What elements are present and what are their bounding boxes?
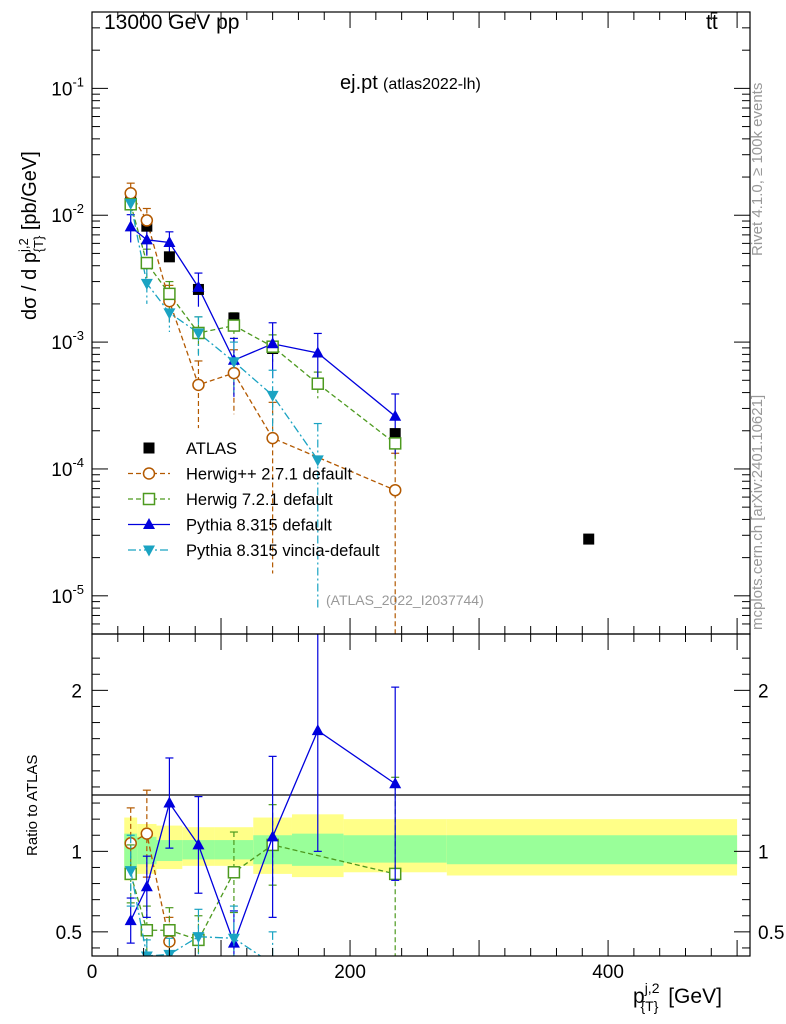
series-1-point xyxy=(192,378,205,392)
ratio-series-group xyxy=(124,634,402,971)
x-tick-label: 200 xyxy=(334,962,366,983)
band-inner-segment xyxy=(446,835,738,865)
series-1-point xyxy=(140,214,154,227)
series-2-point xyxy=(163,287,176,301)
final-state-label: tt̄ xyxy=(706,11,718,34)
legend-label: Herwig 7.2.1 default xyxy=(186,491,333,509)
series-1-point xyxy=(388,483,402,497)
ratio-ytick-label-left: 2 xyxy=(71,681,82,702)
ratio-series-0-point xyxy=(140,827,154,840)
ratio-ytick-label-right: 1 xyxy=(758,842,769,863)
series-2-point xyxy=(388,437,402,450)
series-1-point xyxy=(266,431,279,445)
ratio-series-3-point xyxy=(140,951,153,956)
main-ylabel: dσ / d pj,2{T} [pb/GeV] xyxy=(16,151,46,320)
ratio-series-3-point xyxy=(124,866,137,878)
ratio-series-2-point xyxy=(266,830,279,842)
main-ytick-label: 10-1 xyxy=(51,74,84,100)
ratio-series-3-point xyxy=(267,960,279,971)
legend-marker xyxy=(143,442,155,454)
ratio-ytick-label-left: 0.5 xyxy=(56,923,82,944)
ratio-series-2-point xyxy=(124,914,137,926)
chart-subtitle: (atlas2022-lh) xyxy=(383,76,481,93)
legend-label: Pythia 8.315 vincia-default xyxy=(186,542,380,560)
series-1-point xyxy=(227,366,241,380)
series-3-point xyxy=(124,220,137,232)
series-4-point xyxy=(163,308,176,320)
band-inner-segment xyxy=(156,840,183,862)
analysis-label: (ATLAS_2022_I2037744) xyxy=(326,592,484,608)
series-3-point xyxy=(266,337,279,349)
series-2-point xyxy=(311,377,325,390)
legend: ATLAS Herwig++ 2.7.1 default Herwig 7.2.1 … xyxy=(128,440,380,560)
legend-marker xyxy=(143,545,155,557)
ratio-ytick-label-right: 2 xyxy=(758,681,769,702)
ratio-series-1-point xyxy=(163,923,176,937)
series-3-point xyxy=(163,235,176,247)
legend-label: Herwig++ 2.7.1 default xyxy=(186,466,352,484)
ratio-series-3-line xyxy=(130,870,262,956)
series-2-point xyxy=(227,319,241,332)
ratio-series-1-point xyxy=(227,866,241,879)
series-1-point xyxy=(124,187,137,200)
ratio-series-3-point xyxy=(192,932,205,944)
axis-ticks: 10-1 10-2 10-3 10-4 10-5 0 200 400 0.5 0.5 1 1 2 2 xyxy=(51,11,784,983)
main-ytick-label: 10-5 xyxy=(51,582,84,608)
series-4-point xyxy=(124,198,137,210)
legend-label: Pythia 8.315 default xyxy=(186,517,332,535)
series-0-point xyxy=(583,533,595,545)
series-4-point xyxy=(311,455,324,467)
legend-marker xyxy=(143,518,155,529)
ratio-series-2-point xyxy=(192,838,205,850)
rivet-version-label: Rivet 4.1.0, ≥ 100k events xyxy=(749,83,766,256)
legend-marker xyxy=(142,492,156,506)
x-tick-label: 0 xyxy=(87,962,98,983)
chart-title: ej.pt xyxy=(340,72,378,94)
series-3-point xyxy=(389,409,402,421)
ratio-ytick-label-left: 1 xyxy=(71,842,82,863)
ratio-ytick-label-right: 0.5 xyxy=(758,923,784,944)
process-label: 13000 GeV pp xyxy=(104,11,239,34)
series-0-point xyxy=(228,312,240,324)
legend-marker xyxy=(142,467,156,480)
ratio-series-2-point xyxy=(163,796,176,808)
ratio-series-2-line xyxy=(130,729,396,946)
series-4-point xyxy=(192,328,205,340)
series-4-point xyxy=(227,357,240,369)
series-0-point xyxy=(389,428,401,440)
ratio-series-2-point xyxy=(389,777,402,789)
series-3-point xyxy=(311,346,324,358)
series-3-point xyxy=(140,233,153,245)
series-0-point xyxy=(163,251,175,263)
main-frame xyxy=(91,11,751,635)
x-tick-label: 400 xyxy=(592,962,624,983)
main-ytick-label: 10-4 xyxy=(51,455,84,481)
ratio-frame xyxy=(91,633,751,957)
series-4-point xyxy=(140,278,153,290)
main-ytick-label: 10-3 xyxy=(51,328,84,354)
ratio-ylabel: Ratio to ATLAS xyxy=(24,755,41,856)
x-axis-label: pj,2 {T} [GeV] xyxy=(633,980,722,1014)
ratio-series-2-point xyxy=(140,880,153,892)
ratio-series-3-point xyxy=(227,933,240,945)
series-3-point xyxy=(192,280,205,292)
series-2-point xyxy=(140,256,154,270)
ratio-uncertainty-bands xyxy=(124,814,738,881)
legend-label: ATLAS xyxy=(186,440,237,458)
ratio-series-2-point xyxy=(311,724,324,736)
source-label: mcplots.cern.ch [arXiv:2401.10621] xyxy=(749,395,766,630)
main-series-group xyxy=(124,182,595,634)
main-ytick-label: 10-2 xyxy=(51,201,84,227)
series-4-point xyxy=(266,390,279,402)
